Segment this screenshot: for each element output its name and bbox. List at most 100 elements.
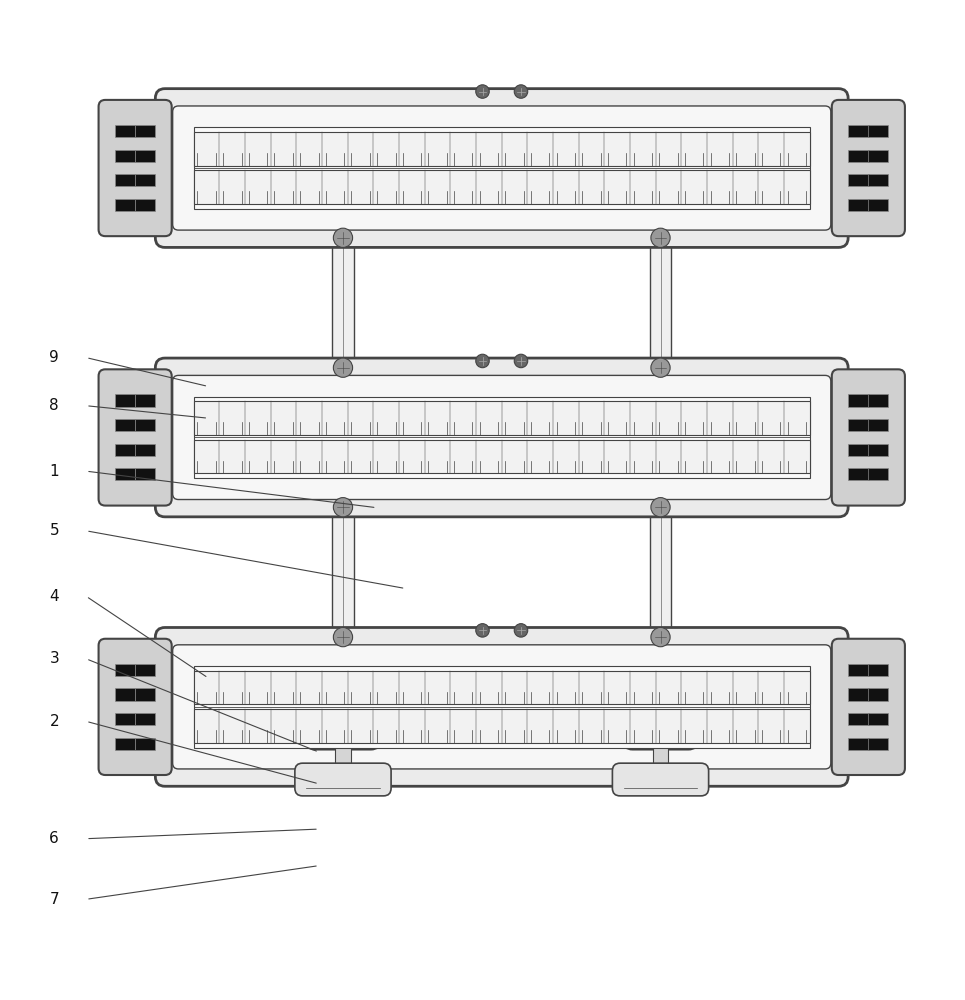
Text: 9: 9 bbox=[49, 350, 59, 365]
FancyBboxPatch shape bbox=[98, 639, 172, 775]
FancyBboxPatch shape bbox=[155, 89, 848, 247]
Circle shape bbox=[514, 354, 528, 368]
Bar bbox=[868, 738, 889, 750]
Bar bbox=[868, 664, 889, 676]
FancyBboxPatch shape bbox=[295, 763, 391, 796]
FancyBboxPatch shape bbox=[306, 709, 380, 750]
Bar bbox=[332, 507, 353, 637]
Text: 7: 7 bbox=[49, 892, 59, 907]
Circle shape bbox=[514, 624, 528, 637]
Ellipse shape bbox=[627, 710, 694, 727]
Bar bbox=[135, 688, 155, 701]
Bar bbox=[649, 507, 671, 637]
Text: 4: 4 bbox=[49, 589, 59, 604]
FancyBboxPatch shape bbox=[173, 106, 831, 230]
Bar bbox=[848, 419, 868, 431]
Bar bbox=[194, 671, 810, 704]
Bar bbox=[335, 738, 350, 775]
Circle shape bbox=[333, 228, 352, 247]
Bar bbox=[848, 150, 868, 162]
Circle shape bbox=[650, 498, 670, 517]
Bar bbox=[848, 688, 868, 701]
Bar bbox=[868, 150, 889, 162]
Bar bbox=[135, 444, 155, 456]
Bar bbox=[848, 174, 868, 186]
Bar bbox=[115, 713, 135, 725]
Bar bbox=[652, 738, 668, 775]
Bar bbox=[135, 150, 155, 162]
Bar bbox=[848, 394, 868, 407]
Bar bbox=[332, 238, 353, 368]
Bar bbox=[115, 738, 135, 750]
Bar bbox=[868, 468, 889, 480]
Bar bbox=[848, 738, 868, 750]
FancyBboxPatch shape bbox=[173, 375, 831, 500]
FancyBboxPatch shape bbox=[832, 639, 905, 775]
Bar bbox=[135, 664, 155, 676]
Bar bbox=[868, 419, 889, 431]
Bar bbox=[135, 738, 155, 750]
Text: 3: 3 bbox=[49, 651, 59, 666]
Text: 1: 1 bbox=[49, 464, 59, 479]
Text: 6: 6 bbox=[49, 831, 59, 846]
Bar bbox=[115, 174, 135, 186]
Bar bbox=[135, 174, 155, 186]
Bar bbox=[194, 127, 810, 209]
Bar bbox=[848, 444, 868, 456]
Text: 8: 8 bbox=[49, 398, 59, 413]
Bar bbox=[848, 664, 868, 676]
Bar bbox=[194, 170, 810, 204]
Circle shape bbox=[333, 498, 352, 517]
Ellipse shape bbox=[310, 710, 376, 727]
Circle shape bbox=[476, 85, 489, 98]
Circle shape bbox=[476, 624, 489, 637]
FancyBboxPatch shape bbox=[832, 100, 905, 236]
Bar bbox=[115, 199, 135, 211]
Text: 5: 5 bbox=[49, 523, 59, 538]
Circle shape bbox=[333, 627, 352, 647]
Bar bbox=[135, 419, 155, 431]
Bar bbox=[115, 394, 135, 407]
Bar bbox=[115, 664, 135, 676]
Bar bbox=[194, 666, 810, 748]
Bar bbox=[194, 397, 810, 478]
Bar bbox=[868, 199, 889, 211]
Bar bbox=[194, 440, 810, 473]
Circle shape bbox=[333, 358, 352, 377]
FancyBboxPatch shape bbox=[832, 369, 905, 506]
Bar bbox=[194, 709, 810, 743]
FancyBboxPatch shape bbox=[623, 709, 698, 750]
Bar bbox=[115, 688, 135, 701]
Bar bbox=[868, 713, 889, 725]
Bar bbox=[115, 444, 135, 456]
Bar bbox=[868, 444, 889, 456]
Circle shape bbox=[650, 358, 670, 377]
Bar bbox=[848, 199, 868, 211]
Bar bbox=[848, 125, 868, 137]
FancyBboxPatch shape bbox=[98, 100, 172, 236]
Bar bbox=[135, 199, 155, 211]
Bar bbox=[115, 150, 135, 162]
Bar bbox=[649, 238, 671, 368]
Bar bbox=[194, 132, 810, 166]
Bar bbox=[135, 125, 155, 137]
FancyBboxPatch shape bbox=[155, 627, 848, 786]
Text: 2: 2 bbox=[49, 714, 59, 729]
FancyBboxPatch shape bbox=[155, 358, 848, 517]
Bar bbox=[115, 125, 135, 137]
Circle shape bbox=[650, 627, 670, 647]
Bar bbox=[868, 688, 889, 701]
Bar bbox=[135, 468, 155, 480]
FancyBboxPatch shape bbox=[98, 369, 172, 506]
Bar bbox=[848, 713, 868, 725]
Bar bbox=[868, 174, 889, 186]
Bar bbox=[194, 401, 810, 435]
Bar bbox=[135, 394, 155, 407]
FancyBboxPatch shape bbox=[613, 763, 708, 796]
Bar bbox=[135, 713, 155, 725]
FancyBboxPatch shape bbox=[173, 645, 831, 769]
Circle shape bbox=[514, 85, 528, 98]
Circle shape bbox=[476, 354, 489, 368]
Circle shape bbox=[650, 228, 670, 247]
Bar bbox=[868, 125, 889, 137]
